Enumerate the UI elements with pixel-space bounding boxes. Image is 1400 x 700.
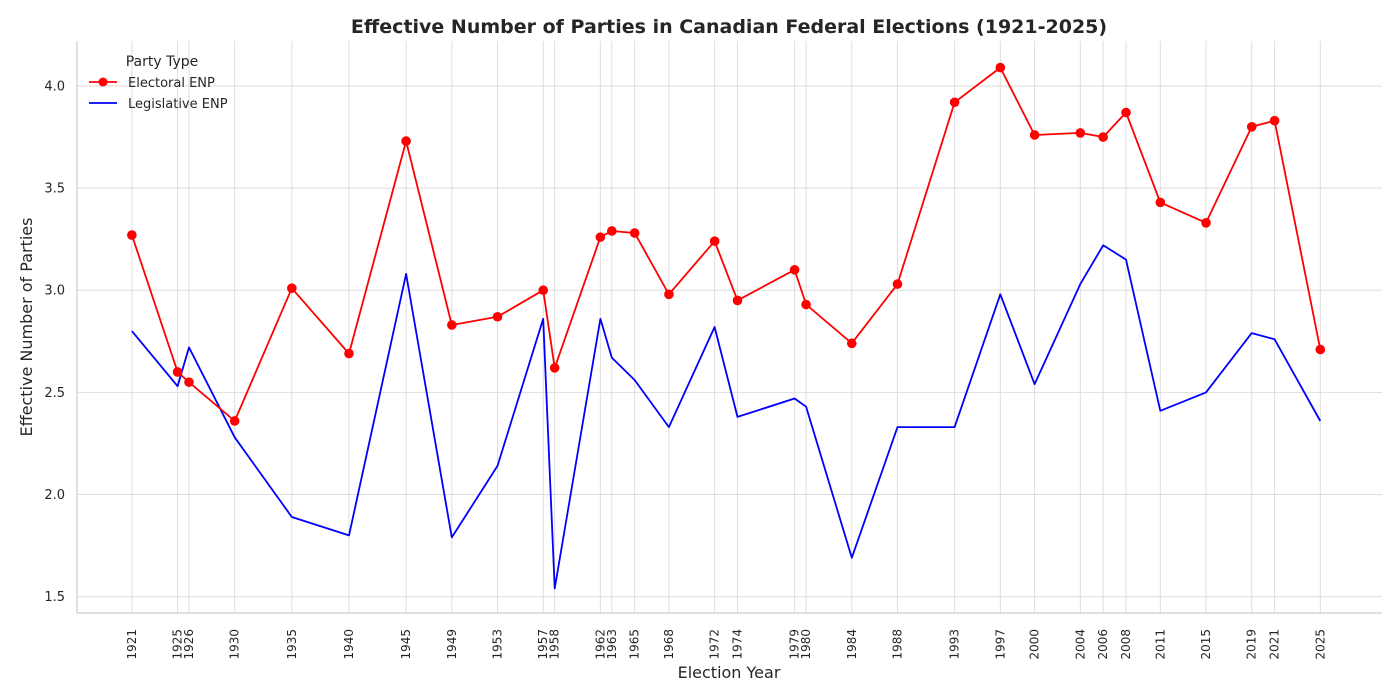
data-point-electoral — [1246, 122, 1257, 132]
x-tick-label: 1974 — [730, 629, 744, 660]
series-line-legislative — [131, 244, 1322, 590]
y-tick-label: 2.0 — [44, 488, 65, 503]
x-tick-label: 1963 — [605, 629, 619, 660]
x-tick-label: 1921 — [125, 629, 139, 660]
legend-label-legislative: Legislative ENP — [128, 97, 228, 112]
data-point-electoral — [127, 230, 137, 240]
data-point-electoral — [1121, 107, 1131, 118]
x-tick-label: 1930 — [228, 629, 242, 660]
data-point-electoral — [1315, 344, 1326, 355]
data-point-electoral — [1029, 130, 1040, 140]
x-tick-label: 1940 — [342, 629, 356, 660]
data-point-electoral — [995, 62, 1006, 73]
y-tick-label: 2.5 — [44, 386, 65, 401]
x-tick-label: 2006 — [1096, 629, 1110, 660]
axes — [76, 41, 1382, 614]
data-point-electoral — [1098, 132, 1108, 142]
x-tick-label: 1953 — [491, 629, 505, 660]
data-point-electoral — [664, 289, 674, 300]
x-tick-label: 1972 — [708, 629, 722, 660]
data-point-electoral — [1075, 128, 1086, 138]
data-point-electoral — [287, 283, 297, 293]
data-point-electoral — [447, 320, 457, 330]
x-tick-label: 2019 — [1245, 629, 1259, 660]
x-tick-label: 2011 — [1153, 629, 1167, 660]
chart-title: Effective Number of Parties in Canadian … — [351, 16, 1107, 38]
data-point-electoral — [344, 348, 354, 359]
x-tick-label: 1945 — [399, 629, 413, 660]
legend-marker-electoral — [98, 77, 108, 87]
x-tick-label: 1980 — [799, 629, 813, 660]
data-point-electoral — [401, 136, 411, 146]
grid — [77, 41, 1382, 613]
x-tick-label: 2021 — [1268, 629, 1282, 660]
data-point-electoral — [492, 311, 503, 322]
x-tick-label: 1957 — [536, 629, 550, 660]
x-tick-label: 2015 — [1199, 629, 1213, 660]
series-line-electoral — [131, 66, 1322, 422]
x-tick-label: 1993 — [948, 629, 962, 660]
x-tick-label: 1979 — [788, 629, 802, 660]
x-tick-label: 2008 — [1119, 629, 1133, 660]
legend-label-electoral: Electoral ENP — [128, 76, 215, 91]
data-point-electoral — [538, 285, 549, 296]
x-tick-label: 1935 — [285, 629, 299, 660]
data-point-electoral — [184, 377, 194, 387]
x-tick-label: 1988 — [890, 629, 904, 660]
data-point-electoral — [789, 265, 800, 275]
y-tick-label: 4.0 — [44, 79, 65, 94]
series-legislative — [131, 244, 1322, 590]
data-point-electoral — [846, 338, 857, 349]
y-tick-label: 3.0 — [44, 284, 65, 299]
x-tick-label: 2025 — [1313, 629, 1327, 660]
data-point-electoral — [709, 236, 720, 246]
x-tick-label: 1962 — [593, 629, 607, 660]
data-point-electoral — [549, 363, 560, 373]
data-point-electoral — [949, 97, 960, 108]
y-tick-label: 3.5 — [44, 182, 65, 197]
x-tick-label: 1925 — [171, 629, 185, 660]
data-point-electoral — [801, 299, 811, 310]
x-axis-label: Election Year — [678, 663, 781, 682]
legend: Party Type Electoral ENP Legislative ENP — [89, 54, 228, 112]
y-tick-label: 1.5 — [44, 590, 65, 605]
x-tick-label: 1958 — [548, 629, 562, 660]
series-electoral — [127, 62, 1326, 426]
legend-title: Party Type — [126, 54, 199, 70]
x-tick-label: 1984 — [845, 629, 859, 660]
data-point-electoral — [606, 226, 617, 236]
data-point-electoral — [1201, 218, 1211, 228]
data-point-electoral — [172, 367, 183, 377]
y-axis-label: Effective Number of Parties — [17, 218, 36, 437]
x-tick-label: 1949 — [445, 629, 459, 660]
data-point-electoral — [1155, 197, 1166, 208]
data-point-electoral — [629, 228, 640, 238]
x-tick-label: 2004 — [1073, 629, 1087, 660]
x-tick-label: 1926 — [182, 629, 196, 660]
data-point-electoral — [229, 416, 240, 426]
x-tick-label: 1968 — [662, 629, 676, 660]
x-tick-label: 1965 — [628, 629, 642, 660]
x-tick-label: 1997 — [993, 629, 1007, 660]
data-point-electoral — [892, 279, 903, 289]
data-point-electoral — [1269, 115, 1280, 126]
data-point-electoral — [595, 232, 606, 242]
data-point-electoral — [732, 295, 743, 306]
x-tick-label: 2000 — [1028, 629, 1042, 660]
series-layer — [127, 62, 1326, 590]
